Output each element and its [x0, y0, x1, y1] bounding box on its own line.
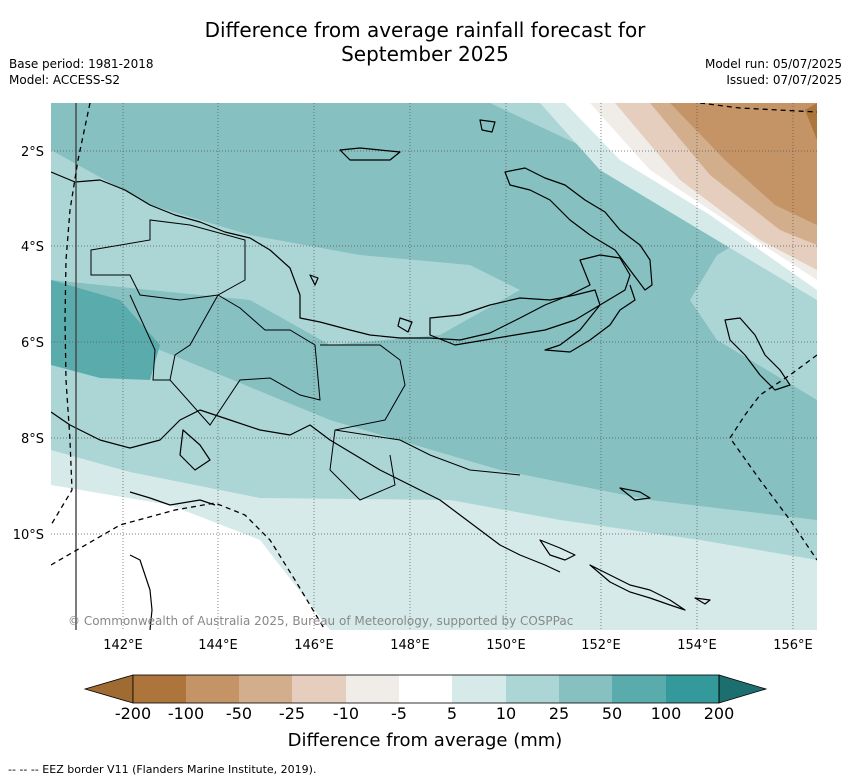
lon-tick: 150°E	[486, 638, 526, 653]
new-britain	[429, 289, 601, 346]
colorbar-swatch	[292, 675, 346, 703]
colorbar-label: -200	[114, 704, 152, 723]
colorbar-label: -50	[225, 704, 253, 723]
colorbar-label: -5	[391, 704, 407, 723]
provincial-borders	[75, 103, 521, 630]
colorbar-label: 25	[548, 704, 570, 723]
field-minus50-minus100	[670, 103, 817, 225]
colorbar-swatch	[133, 675, 186, 703]
small-islands	[309, 119, 711, 605]
louisiade	[589, 564, 686, 611]
colorbar	[83, 674, 768, 704]
colorbar-swatch	[239, 675, 292, 703]
colorbar-label: 5	[446, 704, 458, 723]
coastlines	[51, 119, 791, 630]
colorbar-label: -10	[332, 704, 360, 723]
lat-tick: 4°S	[21, 240, 44, 255]
colorbar-swatch	[346, 675, 399, 703]
colorbar-extend-high	[718, 674, 768, 704]
lat-tick-labels: 2°S 4°S 6°S 8°S 10°S	[13, 145, 44, 543]
lon-tick-labels: 142°E 144°E 146°E 148°E 150°E 152°E 154°…	[103, 638, 813, 653]
colorbar-label: 50	[601, 704, 623, 723]
field-10-25-inner	[51, 150, 520, 345]
cape-york	[129, 554, 153, 630]
colorbar-label: -100	[167, 704, 205, 723]
title-line-1: Difference from average rainfall forecas…	[204, 18, 646, 42]
meta-left: Base period: 1981-2018 Model: ACCESS-S2	[9, 56, 154, 88]
field-50-100	[51, 280, 160, 380]
new-britain-north	[504, 167, 653, 291]
lat-tick: 8°S	[21, 432, 44, 447]
meta-right: Model run: 05/07/2025 Issued: 07/07/2025	[705, 56, 842, 88]
bougainville	[724, 317, 791, 391]
lon-tick: 156°E	[773, 638, 813, 653]
lon-tick: 144°E	[198, 638, 238, 653]
title-line-2: September 2025	[341, 42, 509, 66]
png-north-coast	[51, 171, 636, 353]
base-period: Base period: 1981-2018	[9, 57, 154, 71]
field-neutral-sw	[51, 485, 330, 630]
colorbar-swatch	[666, 675, 719, 703]
colorbar-label: 10	[495, 704, 517, 723]
colorbar-label: 200	[703, 704, 735, 723]
graticule	[51, 103, 817, 630]
model-name: Model: ACCESS-S2	[9, 73, 121, 87]
chart-title: Difference from average rainfall forecas…	[0, 18, 850, 66]
colorbar-title: Difference from average (mm)	[287, 730, 563, 751]
lon-tick: 146°E	[294, 638, 334, 653]
field-minus100-minus200	[805, 103, 817, 140]
dentrecasteaux	[539, 539, 576, 561]
eez-borders	[51, 103, 817, 630]
lon-tick: 148°E	[390, 638, 430, 653]
lon-tick: 142°E	[103, 638, 143, 653]
colorbar-swatch	[399, 675, 452, 703]
lon-tick: 154°E	[677, 638, 717, 653]
copyright-notice: © Commonwealth of Australia 2025, Bureau…	[68, 614, 574, 628]
colorbar-label: -25	[278, 704, 306, 723]
eez-footnote: -- -- -- EEZ border V11 (Flanders Marine…	[8, 763, 317, 776]
model-run: Model run: 05/07/2025	[704, 57, 842, 71]
colorbar-swatch	[612, 675, 666, 703]
colorbar-swatch	[452, 675, 506, 703]
lat-tick: 10°S	[13, 528, 44, 543]
colorbar-label: 100	[650, 704, 682, 723]
lon-tick: 152°E	[581, 638, 621, 653]
png-south-coast	[51, 409, 561, 573]
colorbar-swatch	[559, 675, 612, 703]
fly-delta	[179, 429, 211, 471]
map-plot-area	[51, 103, 817, 630]
colorbar-swatch	[506, 675, 559, 703]
lat-tick: 6°S	[21, 336, 44, 351]
torres-strait	[129, 491, 216, 506]
colorbar-extend-low	[83, 674, 134, 704]
manus-island	[339, 147, 401, 161]
lat-tick: 2°S	[21, 145, 44, 160]
colorbar-swatch	[186, 675, 239, 703]
issued-date: Issued: 07/07/2025	[726, 73, 842, 87]
